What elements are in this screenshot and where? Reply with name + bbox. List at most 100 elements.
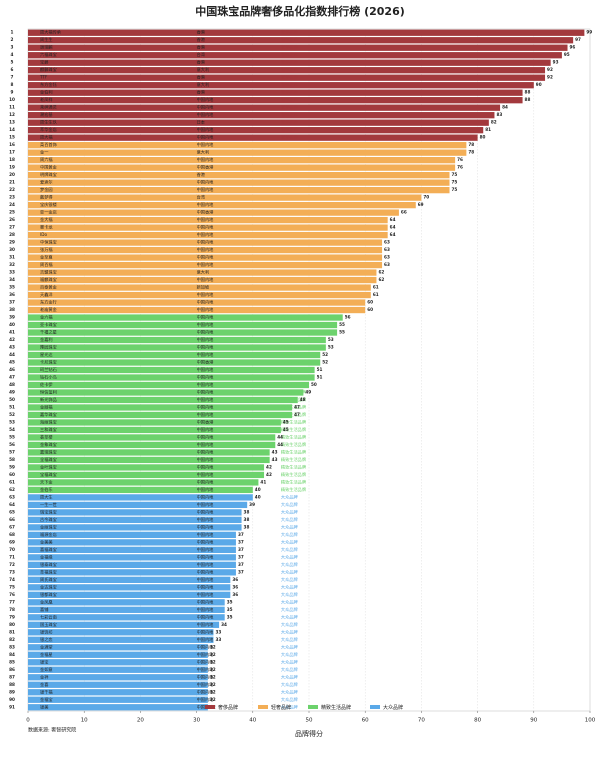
bar xyxy=(28,531,236,539)
brand-label: 周大生 xyxy=(40,493,53,500)
value-label: 63 xyxy=(384,247,390,252)
tier-label: 轻奢品牌 xyxy=(281,164,298,171)
brand-label: 金祥 xyxy=(40,673,48,680)
origin-label: 中国内地 xyxy=(197,306,215,313)
origin-label: 中国内地 xyxy=(197,239,215,246)
brand-label: 古今珠宝 xyxy=(40,516,57,523)
brand-label: 恒信玺利 xyxy=(40,388,57,395)
bar xyxy=(28,351,321,359)
brand-label: 亚一金店 xyxy=(40,209,57,216)
brand-label: 曼卡龙 xyxy=(40,224,53,231)
bar xyxy=(28,201,416,209)
rank-label: 72 xyxy=(9,562,15,567)
rank-label: 77 xyxy=(9,599,15,604)
bar xyxy=(28,651,208,658)
value-label: 62 xyxy=(378,277,384,282)
bar xyxy=(28,336,326,344)
bar xyxy=(28,142,467,149)
bar xyxy=(28,614,225,621)
legend-swatch xyxy=(205,705,215,709)
bar xyxy=(28,494,253,501)
bar xyxy=(28,509,242,516)
origin-label: 中国内地 xyxy=(197,141,215,148)
origin-label: 中国内地 xyxy=(197,673,215,680)
tier-label: 轻奢品牌 xyxy=(281,261,298,268)
value-label: 41 xyxy=(260,479,266,484)
value-label: 61 xyxy=(373,285,379,290)
rank-label: 61 xyxy=(9,479,15,484)
rank-label: 65 xyxy=(9,509,15,514)
tier-label: 精致生活品牌 xyxy=(281,344,306,351)
origin-label: 中国内地 xyxy=(197,224,215,231)
bar xyxy=(28,299,366,306)
rank-label: 29 xyxy=(9,240,15,245)
brand-label: 银千福 xyxy=(40,688,53,695)
value-label: 75 xyxy=(452,172,458,177)
bar xyxy=(28,621,220,628)
brand-label: 明牌珠宝 xyxy=(40,171,57,178)
rank-label: 76 xyxy=(9,592,15,597)
rank-label: 80 xyxy=(9,622,15,627)
brand-label: 国玉珠宝 xyxy=(40,621,57,628)
value-label: 64 xyxy=(390,225,396,230)
bar xyxy=(28,501,248,509)
rank-label: 58 xyxy=(9,457,15,462)
bar xyxy=(28,674,208,681)
origin-label: 日本 xyxy=(197,119,206,126)
origin-label: 中国内地 xyxy=(197,688,215,695)
brand-label: 金嘉利 xyxy=(40,336,53,343)
rank-label: 28 xyxy=(9,232,15,237)
origin-label: 中国内地 xyxy=(197,576,215,583)
origin-label: 中国内地 xyxy=(197,658,215,665)
value-label: 52 xyxy=(322,360,328,365)
bar xyxy=(28,194,422,201)
bar xyxy=(28,344,326,351)
origin-label: 中国内地 xyxy=(197,126,215,133)
value-label: 61 xyxy=(373,292,379,297)
bar xyxy=(28,404,293,411)
origin-label: 中国内地 xyxy=(197,104,215,111)
bar xyxy=(28,82,534,89)
brand-label: 全福珠宝 xyxy=(40,456,57,463)
value-label: 38 xyxy=(244,524,250,529)
bar xyxy=(28,306,366,314)
bar xyxy=(28,209,399,216)
origin-label: 香港 xyxy=(197,36,206,43)
value-label: 32 xyxy=(210,682,216,687)
origin-label: 意大利 xyxy=(197,81,210,88)
brand-label: 金福宝 xyxy=(40,696,53,703)
rank-label: 14 xyxy=(9,127,15,132)
origin-label: 中国内地 xyxy=(197,523,215,530)
brand-label: 东方金钰 xyxy=(40,81,57,88)
x-tick-label: 0 xyxy=(26,718,30,724)
bar xyxy=(28,584,231,591)
tier-label: 精致生活品牌 xyxy=(281,471,306,478)
bar xyxy=(28,269,377,276)
tier-label: 轻奢品牌 xyxy=(281,276,298,283)
tier-label: 奢侈品牌 xyxy=(281,126,298,133)
origin-label: 中国内地 xyxy=(197,411,215,418)
bar xyxy=(28,486,253,494)
rank-label: 22 xyxy=(9,187,15,192)
bar xyxy=(28,239,383,246)
brand-label: 宝福珠宝 xyxy=(40,471,57,478)
tier-label: 大众品牌 xyxy=(281,696,298,703)
source-note: 数据来源: 奢智研究院 xyxy=(28,727,76,734)
tier-label: 轻奢品牌 xyxy=(281,194,298,201)
rank-label: 78 xyxy=(9,607,15,612)
rank-label: 15 xyxy=(9,135,15,140)
rank-label: 35 xyxy=(9,285,15,290)
value-label: 82 xyxy=(491,120,497,125)
brand-label: 金一 xyxy=(40,149,48,155)
value-label: 88 xyxy=(525,90,531,95)
value-label: 42 xyxy=(266,472,272,477)
value-label: 60 xyxy=(367,300,373,305)
value-label: 76 xyxy=(457,165,463,170)
rank-label: 49 xyxy=(9,389,15,394)
rank-label: 68 xyxy=(9,532,15,537)
tier-label: 大众品牌 xyxy=(281,546,298,553)
value-label: 76 xyxy=(457,157,463,162)
tier-label: 轻奢品牌 xyxy=(281,246,298,253)
bar xyxy=(28,112,495,119)
